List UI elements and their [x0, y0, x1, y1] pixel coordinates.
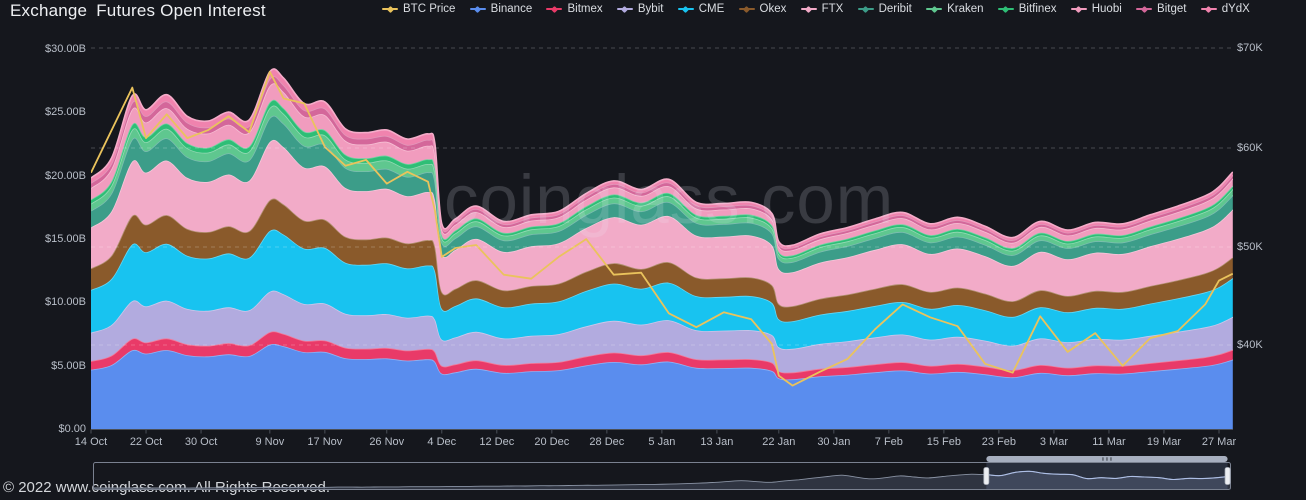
- legend-marker-icon: [738, 5, 755, 14]
- copyright: © 2022 www.coinglass.com. All Rights Res…: [3, 479, 331, 496]
- legend-label: dYdX: [1221, 3, 1250, 15]
- x-axis-label: 4 Dec: [427, 436, 457, 448]
- x-axis-label: 17 Nov: [307, 436, 343, 448]
- legend-label: Bybit: [637, 3, 664, 15]
- area-bybit[interactable]: [91, 290, 1233, 373]
- legend-label: Bitfinex: [1018, 3, 1057, 15]
- legend-marker-icon: [926, 5, 943, 14]
- legend-marker-icon: [677, 5, 694, 14]
- legend-item-btc-price[interactable]: BTC Price: [382, 3, 455, 15]
- legend-label: Deribit: [878, 3, 912, 15]
- left-axis-label: $15.00B: [45, 233, 86, 245]
- right-axis-label: $40K: [1237, 339, 1263, 351]
- x-axis-label: 5 Jan: [648, 436, 676, 448]
- legend-item-binance[interactable]: Binance: [469, 3, 533, 15]
- header: Exchange Futures Open Interest BTC Price B…: [0, 0, 1306, 24]
- x-axis-label: 26 Nov: [369, 436, 405, 448]
- legend-label: Bitget: [1157, 3, 1187, 15]
- left-axis-label: $30.00B: [45, 43, 86, 55]
- x-axis-label: 27 Mar: [1201, 436, 1237, 448]
- x-axis-label: 19 Mar: [1146, 436, 1182, 448]
- area-okex[interactable]: [91, 198, 1233, 322]
- x-axis-label: 11 Mar: [1092, 436, 1126, 448]
- legend-marker-icon: [800, 5, 817, 14]
- legend-label: Kraken: [947, 3, 984, 15]
- area-cme[interactable]: [91, 229, 1233, 350]
- title-exchange: Exchange: [10, 1, 88, 20]
- legend-marker-icon: [1200, 5, 1217, 14]
- legend-item-dydx[interactable]: dYdX: [1200, 3, 1250, 15]
- area-bitmex[interactable]: [91, 331, 1233, 380]
- title-main: Futures Open Interest: [96, 1, 266, 20]
- legend-item-deribit[interactable]: Deribit: [857, 3, 912, 15]
- x-axis-label: 3 Mar: [1039, 436, 1068, 448]
- left-axis-label: $25.00B: [45, 106, 86, 118]
- legend-marker-icon: [616, 5, 633, 14]
- x-axis-label: 9 Nov: [255, 436, 285, 448]
- legend-marker-icon: [546, 5, 563, 14]
- legend-item-huobi[interactable]: Huobi: [1070, 3, 1122, 15]
- area-ftx[interactable]: [91, 139, 1233, 307]
- right-axis-label: $50K: [1237, 241, 1263, 253]
- area-edge-dydx: [91, 68, 1233, 247]
- legend-item-ftx[interactable]: FTX: [800, 3, 844, 15]
- legend-label: Huobi: [1091, 3, 1122, 15]
- btc-price-line[interactable]: [91, 70, 1233, 387]
- thumb-grip-icon: [1102, 457, 1104, 461]
- legend-marker-icon: [997, 5, 1014, 14]
- x-axis-label: 22 Jan: [762, 436, 796, 448]
- x-axis-label: 23 Feb: [981, 436, 1017, 448]
- x-axis-label: 22 Oct: [129, 436, 163, 448]
- legend-label: FTX: [821, 3, 844, 15]
- legend-label: BTC Price: [403, 3, 456, 15]
- legend-marker-icon: [857, 5, 874, 14]
- legend-label: CME: [698, 3, 725, 15]
- x-axis-label: 15 Feb: [926, 436, 961, 448]
- x-axis-label: 14 Oct: [74, 436, 108, 448]
- x-axis-label: 30 Jan: [817, 436, 851, 448]
- legend: BTC Price Binance Bitmex Bybit CME Okex FTX Der…: [382, 3, 1250, 15]
- legend-item-cme[interactable]: CME: [677, 3, 725, 15]
- legend-label: Okex: [759, 3, 787, 15]
- x-axis-label: 28 Dec: [589, 436, 625, 448]
- navigator-frame: [93, 462, 1231, 490]
- left-axis-label: $20.00B: [45, 170, 86, 182]
- legend-marker-icon: [382, 5, 398, 14]
- range-navigator[interactable]: [93, 455, 1233, 492]
- x-axis-label: 7 Feb: [874, 436, 903, 448]
- legend-item-kraken[interactable]: Kraken: [926, 3, 984, 15]
- thumb-grip-icon: [1106, 457, 1108, 461]
- legend-label: Bitmex: [567, 3, 603, 15]
- area-binance[interactable]: [91, 343, 1233, 429]
- legend-item-bitget[interactable]: Bitget: [1136, 3, 1186, 15]
- legend-marker-icon: [1070, 5, 1087, 14]
- legend-marker-icon: [469, 5, 486, 14]
- left-axis-label: $5.00B: [51, 360, 86, 372]
- navigator-left-handle[interactable]: [983, 467, 990, 485]
- left-axis-label: $10.00B: [45, 296, 86, 308]
- navigator-selected-range[interactable]: [986, 462, 1228, 490]
- x-axis-label: 13 Jan: [700, 436, 734, 448]
- legend-label: Binance: [490, 3, 533, 15]
- right-axis-label: $60K: [1237, 142, 1263, 154]
- left-axis-label: $0.00: [58, 423, 86, 435]
- navigator-series: [93, 471, 1231, 490]
- x-axis-label: 12 Dec: [479, 436, 515, 448]
- thumb-grip-icon: [1110, 457, 1112, 461]
- legend-item-bitmex[interactable]: Bitmex: [546, 3, 603, 15]
- page-title: Exchange Futures Open Interest: [10, 1, 266, 21]
- navigator-right-handle[interactable]: [1224, 467, 1231, 485]
- right-axis-label: $70K: [1237, 42, 1263, 54]
- legend-item-bybit[interactable]: Bybit: [616, 3, 664, 15]
- legend-item-okex[interactable]: Okex: [738, 3, 787, 15]
- legend-item-bitfinex[interactable]: Bitfinex: [997, 3, 1057, 15]
- legend-marker-icon: [1136, 5, 1153, 14]
- x-axis-label: 30 Oct: [184, 436, 218, 448]
- x-axis-label: 20 Dec: [534, 436, 570, 448]
